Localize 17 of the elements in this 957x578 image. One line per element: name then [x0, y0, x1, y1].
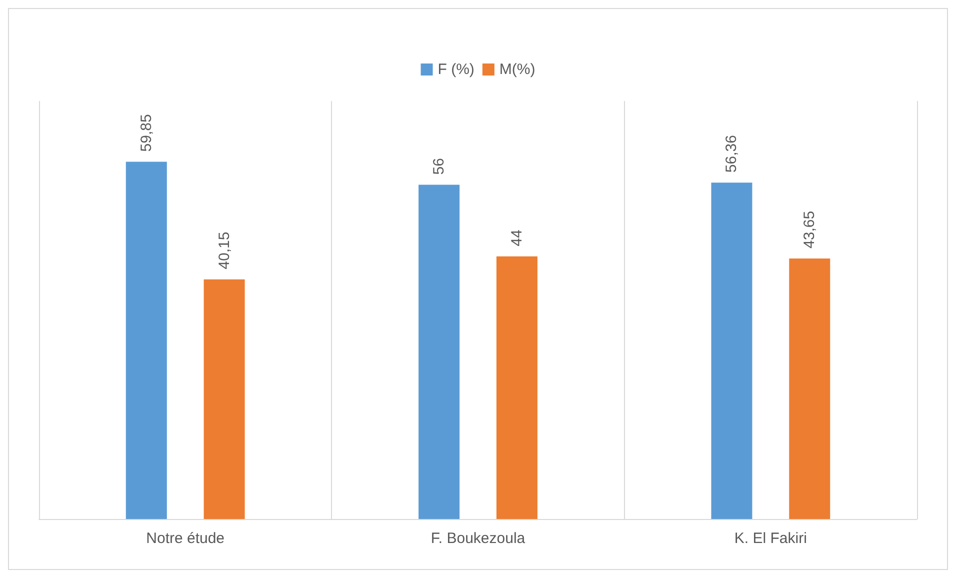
bar: [496, 256, 538, 519]
bar: [126, 162, 167, 519]
bar: [711, 182, 752, 519]
bar: [418, 184, 460, 519]
x-tick-label: K. El Fakiri: [734, 530, 807, 547]
legend-label: F (%): [438, 61, 474, 78]
data-label: 59,85: [138, 114, 155, 152]
x-tick-label: Notre étude: [146, 530, 225, 547]
data-label: 40,15: [216, 232, 233, 270]
legend-label: M(%): [499, 61, 536, 78]
x-tick-label: F. Boukezoula: [430, 530, 526, 547]
data-label: 43,65: [801, 210, 818, 248]
data-label: 44: [508, 230, 526, 246]
bar: [789, 258, 830, 519]
data-label: 56: [430, 158, 448, 175]
data-label: 56,36: [723, 135, 740, 173]
bar: [204, 279, 245, 519]
